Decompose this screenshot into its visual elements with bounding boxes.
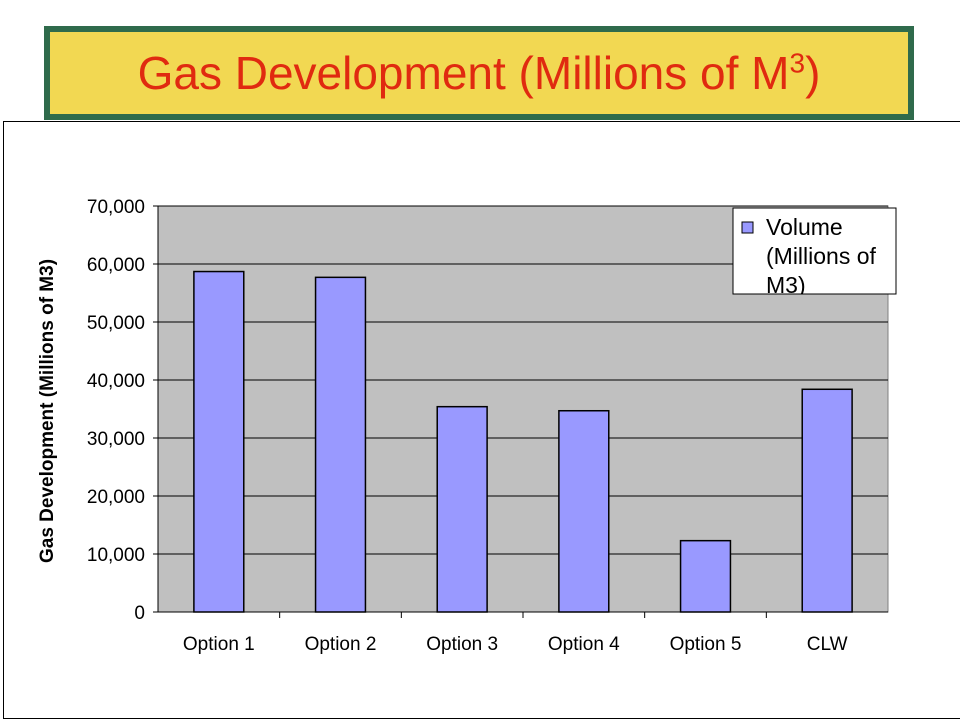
title-superscript: 3 — [789, 47, 806, 79]
x-tick-label: Option 3 — [426, 634, 498, 655]
y-tick-label: 30,000 — [87, 429, 145, 450]
x-tick-label: CLW — [807, 634, 848, 655]
bar-option-5 — [679, 539, 732, 613]
legend-label: Volume — [766, 214, 843, 240]
y-tick-label: 70,000 — [87, 197, 145, 218]
y-tick-label: 50,000 — [87, 313, 145, 334]
y-tick-label: 0 — [134, 603, 145, 624]
legend-label: (Millions of — [766, 243, 877, 269]
bar-option-4 — [558, 409, 610, 613]
y-axis-title: Gas Development (Millions of M3) — [37, 259, 58, 563]
x-tick-label: Option 2 — [305, 634, 377, 655]
bar-option-1 — [193, 270, 245, 613]
legend-swatch — [741, 221, 754, 234]
bar-option-3 — [436, 405, 488, 613]
x-tick-label: Option 5 — [670, 634, 742, 655]
legend-box — [732, 207, 897, 295]
y-tick-label: 20,000 — [87, 487, 145, 508]
title-banner: Gas Development (Millions of M3) — [44, 26, 914, 120]
title-main-text: Gas Development (Millions of M — [137, 47, 790, 99]
bar-clw — [801, 388, 853, 613]
bar-option-2 — [314, 276, 367, 613]
legend-label: M3) — [766, 272, 806, 298]
page-title: Gas Development (Millions of M3) — [138, 46, 821, 100]
y-tick-label: 60,000 — [87, 255, 145, 276]
x-tick-label: Option 4 — [548, 634, 620, 655]
title-close-paren: ) — [805, 47, 821, 99]
y-tick-label: 10,000 — [87, 545, 145, 566]
y-tick-label: 40,000 — [87, 371, 145, 392]
x-tick-label: Option 1 — [183, 634, 255, 655]
